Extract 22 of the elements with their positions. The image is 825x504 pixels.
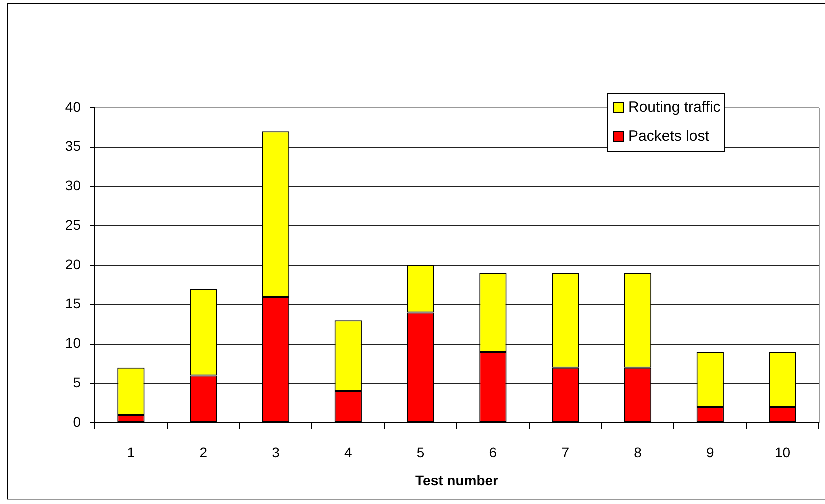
x-tick-label: 7 <box>562 444 570 460</box>
legend-label: Routing traffic <box>628 99 722 116</box>
x-tick-label: 10 <box>775 444 791 460</box>
y-tick-label: 5 <box>73 374 82 390</box>
x-tick-label: 1 <box>127 444 136 460</box>
y-tick-label: 10 <box>65 335 82 352</box>
y-tick-label: 20 <box>65 256 82 272</box>
x-tick-label: 6 <box>489 444 498 460</box>
x-tick-label: 9 <box>706 444 714 460</box>
y-tick-label: 40 <box>65 98 82 115</box>
legend-label: Packets lost <box>628 128 710 146</box>
x-tick-label: 4 <box>344 444 352 460</box>
x-axis-title: Test number <box>416 472 500 488</box>
x-tick-label: 2 <box>200 444 208 460</box>
y-tick-label: 30 <box>65 178 82 194</box>
y-tick-label: 15 <box>65 296 82 312</box>
y-tick-label: 25 <box>65 216 82 233</box>
y-tick-label: 0 <box>73 414 82 430</box>
x-tick-label: 3 <box>272 444 280 460</box>
x-tick-label: 5 <box>416 444 425 460</box>
x-tick-label: 8 <box>634 444 642 460</box>
y-tick-label: 35 <box>65 138 82 154</box>
